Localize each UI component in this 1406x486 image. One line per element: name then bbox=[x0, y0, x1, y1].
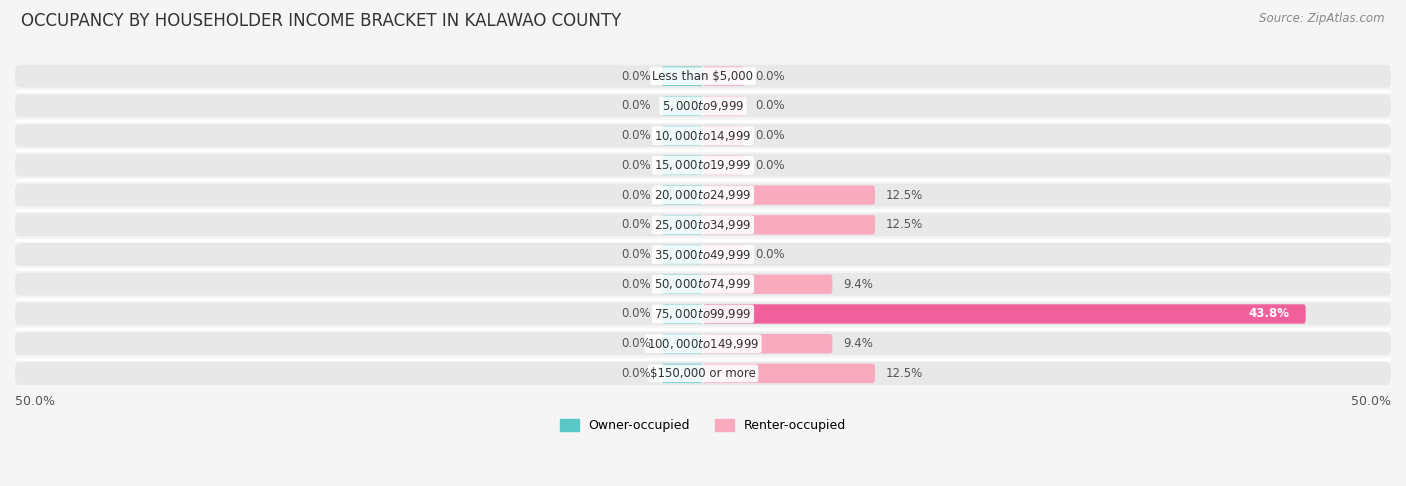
Text: 0.0%: 0.0% bbox=[621, 218, 651, 231]
Text: 50.0%: 50.0% bbox=[1351, 395, 1391, 408]
Text: $50,000 to $74,999: $50,000 to $74,999 bbox=[654, 277, 752, 291]
FancyBboxPatch shape bbox=[662, 275, 703, 294]
FancyBboxPatch shape bbox=[662, 67, 703, 86]
FancyBboxPatch shape bbox=[703, 67, 744, 86]
Text: 50.0%: 50.0% bbox=[15, 395, 55, 408]
FancyBboxPatch shape bbox=[662, 156, 703, 175]
FancyBboxPatch shape bbox=[15, 213, 1391, 236]
FancyBboxPatch shape bbox=[15, 362, 1391, 385]
Text: 0.0%: 0.0% bbox=[621, 69, 651, 83]
FancyBboxPatch shape bbox=[662, 185, 703, 205]
Text: 43.8%: 43.8% bbox=[1249, 308, 1289, 320]
Text: 0.0%: 0.0% bbox=[621, 159, 651, 172]
Text: $100,000 to $149,999: $100,000 to $149,999 bbox=[647, 337, 759, 351]
FancyBboxPatch shape bbox=[703, 245, 744, 264]
FancyBboxPatch shape bbox=[15, 332, 1391, 355]
FancyBboxPatch shape bbox=[15, 94, 1391, 117]
Legend: Owner-occupied, Renter-occupied: Owner-occupied, Renter-occupied bbox=[555, 414, 851, 437]
Text: Source: ZipAtlas.com: Source: ZipAtlas.com bbox=[1260, 12, 1385, 25]
Text: $20,000 to $24,999: $20,000 to $24,999 bbox=[654, 188, 752, 202]
Text: 0.0%: 0.0% bbox=[621, 367, 651, 380]
Text: 12.5%: 12.5% bbox=[886, 189, 924, 202]
Text: $25,000 to $34,999: $25,000 to $34,999 bbox=[654, 218, 752, 232]
FancyBboxPatch shape bbox=[703, 156, 744, 175]
Text: 0.0%: 0.0% bbox=[621, 308, 651, 320]
FancyBboxPatch shape bbox=[15, 273, 1391, 295]
Text: 0.0%: 0.0% bbox=[755, 159, 785, 172]
FancyBboxPatch shape bbox=[703, 185, 875, 205]
Text: 12.5%: 12.5% bbox=[886, 367, 924, 380]
Text: $15,000 to $19,999: $15,000 to $19,999 bbox=[654, 158, 752, 173]
Text: 0.0%: 0.0% bbox=[621, 337, 651, 350]
Text: $150,000 or more: $150,000 or more bbox=[650, 367, 756, 380]
FancyBboxPatch shape bbox=[662, 215, 703, 234]
FancyBboxPatch shape bbox=[15, 302, 1391, 326]
Text: 0.0%: 0.0% bbox=[755, 248, 785, 261]
Text: 0.0%: 0.0% bbox=[755, 100, 785, 112]
FancyBboxPatch shape bbox=[662, 334, 703, 353]
FancyBboxPatch shape bbox=[703, 364, 875, 383]
FancyBboxPatch shape bbox=[662, 126, 703, 145]
Text: 9.4%: 9.4% bbox=[844, 278, 873, 291]
FancyBboxPatch shape bbox=[662, 364, 703, 383]
FancyBboxPatch shape bbox=[703, 304, 1306, 324]
Text: 12.5%: 12.5% bbox=[886, 218, 924, 231]
Text: 0.0%: 0.0% bbox=[621, 278, 651, 291]
FancyBboxPatch shape bbox=[703, 215, 875, 234]
FancyBboxPatch shape bbox=[15, 243, 1391, 266]
FancyBboxPatch shape bbox=[15, 65, 1391, 87]
Text: $75,000 to $99,999: $75,000 to $99,999 bbox=[654, 307, 752, 321]
FancyBboxPatch shape bbox=[15, 184, 1391, 207]
FancyBboxPatch shape bbox=[662, 304, 703, 324]
Text: $5,000 to $9,999: $5,000 to $9,999 bbox=[662, 99, 744, 113]
Text: 0.0%: 0.0% bbox=[621, 129, 651, 142]
FancyBboxPatch shape bbox=[703, 96, 744, 116]
Text: 0.0%: 0.0% bbox=[755, 69, 785, 83]
Text: 0.0%: 0.0% bbox=[621, 248, 651, 261]
Text: 0.0%: 0.0% bbox=[621, 100, 651, 112]
Text: $10,000 to $14,999: $10,000 to $14,999 bbox=[654, 129, 752, 142]
Text: OCCUPANCY BY HOUSEHOLDER INCOME BRACKET IN KALAWAO COUNTY: OCCUPANCY BY HOUSEHOLDER INCOME BRACKET … bbox=[21, 12, 621, 30]
Text: 9.4%: 9.4% bbox=[844, 337, 873, 350]
Text: Less than $5,000: Less than $5,000 bbox=[652, 69, 754, 83]
Text: 0.0%: 0.0% bbox=[621, 189, 651, 202]
FancyBboxPatch shape bbox=[703, 126, 744, 145]
Text: 0.0%: 0.0% bbox=[755, 129, 785, 142]
FancyBboxPatch shape bbox=[15, 154, 1391, 177]
FancyBboxPatch shape bbox=[703, 275, 832, 294]
Text: $35,000 to $49,999: $35,000 to $49,999 bbox=[654, 247, 752, 261]
FancyBboxPatch shape bbox=[15, 124, 1391, 147]
FancyBboxPatch shape bbox=[662, 96, 703, 116]
FancyBboxPatch shape bbox=[703, 334, 832, 353]
FancyBboxPatch shape bbox=[662, 245, 703, 264]
